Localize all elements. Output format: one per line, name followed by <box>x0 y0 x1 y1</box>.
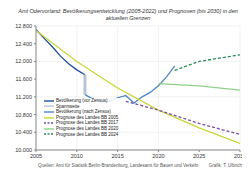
html-text:Prognose des Landes BB 2005: Prognose des Landes BB 2005 <box>56 114 119 120</box>
svg-text:2020: 2020 <box>152 153 164 159</box>
svg-text:2025: 2025 <box>193 153 205 159</box>
svg-text:2010: 2010 <box>71 153 83 159</box>
html-text:Prognose des Landes BB 2017: Prognose des Landes BB 2017 <box>56 120 119 126</box>
svg-text:11.200: 11.200 <box>16 94 32 100</box>
html-text:Bevölkerung (nach Zensus): Bevölkerung (nach Zensus) <box>56 109 111 115</box>
svg-text:2030: 2030 <box>234 153 242 159</box>
svg-text:10.000: 10.000 <box>15 147 32 153</box>
svg-text:12.000: 12.000 <box>15 58 32 64</box>
svg-text:12.400: 12.400 <box>15 41 32 47</box>
html-text:Grafik: T. Ulbrich: Grafik: T. Ulbrich <box>208 163 242 168</box>
html-text:Amt Odervorland: Bevölkerungse: Amt Odervorland: Bevölkerungsentwicklung… <box>18 8 238 21</box>
svg-text:10.400: 10.400 <box>15 129 32 135</box>
svg-text:2015: 2015 <box>111 153 123 159</box>
html-text:Bevölkerung (vor Zensus): Bevölkerung (vor Zensus) <box>56 98 108 103</box>
svg-text:11.600: 11.600 <box>16 76 32 82</box>
svg-text:2005: 2005 <box>30 153 42 159</box>
svg-text:12.800: 12.800 <box>15 23 32 29</box>
html-text:Spannweite: Spannweite <box>56 103 80 109</box>
html-text:Prognose des Landes BB 2024: Prognose des Landes BB 2024 <box>56 131 119 137</box>
html-text:Quellen: Amt für Statistik Ber: Quellen: Amt für Statistik Berlin-Brande… <box>38 163 199 168</box>
html-text:Prognose des Landes BB 2020: Prognose des Landes BB 2020 <box>56 126 119 131</box>
svg-text:10.800: 10.800 <box>15 112 32 118</box>
